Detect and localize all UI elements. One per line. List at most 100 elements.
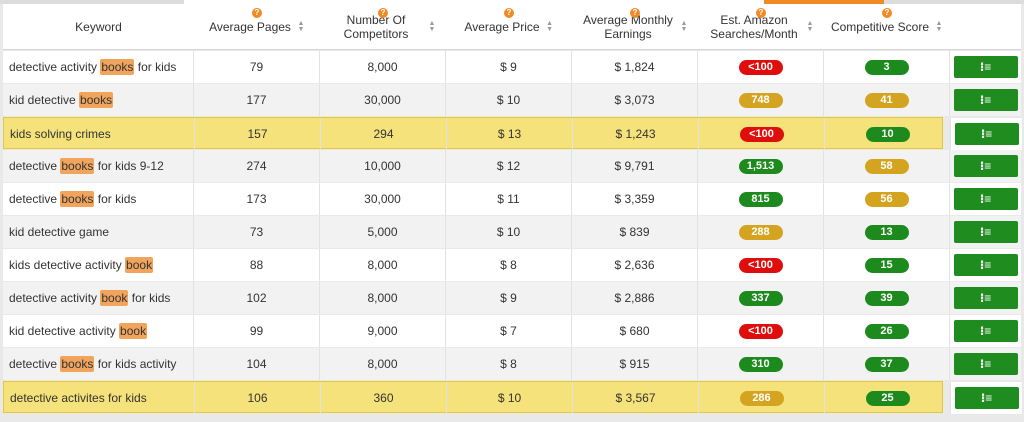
average-price-cell: $ 7: [446, 315, 572, 347]
list-icon: ⁝≡: [979, 60, 992, 74]
competitive-score-badge: 56: [864, 191, 909, 207]
header-competitive-score[interactable]: ? Competitive Score ▲ ▼: [824, 4, 950, 50]
competitive-score-badge: 15: [864, 257, 909, 273]
sort-arrows-icon[interactable]: ▲ ▼: [428, 20, 436, 33]
keyword-details-button[interactable]: ⁝≡: [953, 221, 1018, 243]
average-price-cell: $ 10: [446, 216, 572, 248]
keyword-text: for kids 9-12: [94, 159, 164, 173]
keyword-text: detective activity: [9, 60, 101, 74]
keyword-details-button[interactable]: ⁝≡: [953, 155, 1018, 177]
header-label: Competitive Score: [830, 20, 930, 34]
monthly-earnings-cell: $ 680: [572, 315, 698, 347]
keyword-cell: detective books for kids: [3, 183, 194, 215]
competitive-score-badge: 13: [864, 224, 909, 240]
keyword-details-button[interactable]: ⁝≡: [953, 353, 1018, 375]
competitive-score-cell: 13: [824, 216, 950, 248]
monthly-earnings-cell: $ 839: [572, 216, 698, 248]
competitive-score-badge: 41: [864, 92, 909, 108]
help-icon[interactable]: ?: [882, 8, 892, 18]
help-icon[interactable]: ?: [630, 8, 640, 18]
action-cell: ⁝≡: [950, 249, 1021, 281]
keyword-details-button[interactable]: ⁝≡: [954, 123, 1019, 145]
monthly-earnings-cell: $ 3,073: [572, 84, 698, 116]
help-icon[interactable]: ?: [378, 8, 388, 18]
searches-badge: 286: [739, 390, 784, 406]
action-cell: ⁝≡: [950, 183, 1021, 215]
list-icon: ⁝≡: [979, 225, 992, 239]
searches-cell: 337: [698, 282, 824, 314]
average-pages-cell: 79: [194, 51, 320, 83]
competitors-cell: 8,000: [320, 249, 446, 281]
top-tab-strip: [0, 0, 1024, 4]
header-label: Est. Amazon Searches/Month: [710, 13, 798, 41]
searches-cell: <100: [698, 51, 824, 83]
keyword-cell: kid detective game: [3, 216, 194, 248]
keyword-match-highlight: books: [79, 92, 114, 108]
keyword-details-button[interactable]: ⁝≡: [953, 89, 1018, 111]
average-pages-cell: 104: [194, 348, 320, 380]
header-average-pages[interactable]: ? Average Pages ▲ ▼: [194, 4, 320, 50]
list-icon: ⁝≡: [979, 324, 992, 338]
competitive-score-cell: 26: [824, 315, 950, 347]
keyword-match-highlight: books: [60, 356, 95, 372]
competitive-score-badge: 58: [864, 158, 909, 174]
sort-arrows-icon[interactable]: ▲ ▼: [297, 20, 305, 33]
average-pages-cell: 157: [195, 118, 321, 150]
competitive-score-badge: 26: [864, 323, 909, 339]
header-number-of-competitors[interactable]: ? Number Of Competitors ▲ ▼: [320, 4, 446, 50]
competitors-cell: 30,000: [320, 84, 446, 116]
average-price-cell: $ 11: [446, 183, 572, 215]
sort-arrows-icon[interactable]: ▲ ▼: [935, 20, 943, 33]
keyword-details-button[interactable]: ⁝≡: [954, 387, 1019, 409]
searches-badge: 288: [738, 224, 783, 240]
action-cell: ⁝≡: [950, 315, 1021, 347]
searches-badge: 337: [738, 290, 783, 306]
searches-badge: 310: [738, 356, 783, 372]
header-label: Number Of Competitors: [343, 13, 409, 41]
active-tab-strip: [184, 0, 764, 4]
keyword-details-button[interactable]: ⁝≡: [953, 188, 1018, 210]
keyword-match-highlight: book: [100, 290, 129, 306]
monthly-earnings-cell: $ 3,359: [572, 183, 698, 215]
action-cell: ⁝≡: [951, 382, 1022, 414]
sort-arrows-icon[interactable]: ▲ ▼: [806, 20, 814, 33]
average-price-cell: $ 8: [446, 348, 572, 380]
header-average-price[interactable]: ? Average Price ▲ ▼: [446, 4, 572, 50]
keyword-details-button[interactable]: ⁝≡: [953, 254, 1018, 276]
keyword-cell: kids solving crimes: [4, 118, 195, 150]
competitive-score-badge: 39: [864, 290, 909, 306]
keyword-text: kids detective activity: [9, 258, 126, 272]
list-icon: ⁝≡: [979, 291, 992, 305]
table-row: detective activites for kids 106 360 $ 10 $ …: [3, 381, 1022, 414]
keyword-details-button[interactable]: ⁝≡: [953, 56, 1018, 78]
average-price-cell: $ 8: [446, 249, 572, 281]
keyword-text: detective activites for kids: [10, 391, 147, 405]
table-row: detective books for kids 9-12 274 10,000 $ …: [3, 150, 1021, 182]
keyword-text: kid detective game: [9, 225, 110, 239]
searches-cell: 748: [698, 84, 824, 116]
competitive-score-cell: 15: [824, 249, 950, 281]
header-label: Keyword: [75, 20, 122, 34]
keyword-cell: detective activity books for kids: [3, 51, 194, 83]
keyword-details-button[interactable]: ⁝≡: [953, 320, 1018, 342]
table-row: kids detective activity book 88 8,000 $ 8 $ …: [3, 249, 1021, 281]
keyword-details-button[interactable]: ⁝≡: [953, 287, 1018, 309]
table-row: detective activity books for kids 79 8,000…: [3, 51, 1021, 83]
searches-cell: 1,513: [698, 150, 824, 182]
average-pages-cell: 274: [194, 150, 320, 182]
help-icon[interactable]: ?: [756, 8, 766, 18]
competitors-cell: 8,000: [320, 51, 446, 83]
sort-arrows-icon[interactable]: ▲ ▼: [546, 20, 554, 33]
table-row: detective books for kids activity 104 8,00…: [3, 348, 1021, 380]
keyword-cell: detective activity book for kids: [3, 282, 194, 314]
monthly-earnings-cell: $ 2,886: [572, 282, 698, 314]
competitive-score-cell: 56: [824, 183, 950, 215]
keyword-text: for kids: [128, 291, 171, 305]
sort-arrows-icon[interactable]: ▲ ▼: [680, 20, 688, 33]
header-average-monthly-earnings[interactable]: ? Average Monthly Earnings ▲ ▼: [572, 4, 698, 50]
searches-cell: <100: [699, 118, 825, 150]
help-icon[interactable]: ?: [504, 8, 514, 18]
help-icon[interactable]: ?: [252, 8, 262, 18]
average-pages-cell: 99: [194, 315, 320, 347]
header-est-amazon-searches[interactable]: ? Est. Amazon Searches/Month ▲ ▼: [698, 4, 824, 50]
